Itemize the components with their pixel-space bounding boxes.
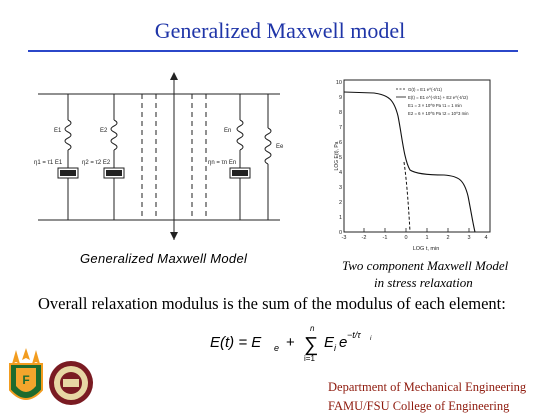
y-tick: 5: [339, 155, 342, 161]
x-tick: -3: [342, 235, 347, 241]
dashpot-label-2: η2 = τ2 E2: [82, 160, 111, 166]
y-axis-label: LOG E(t), Pa: [334, 141, 340, 170]
x-axis-label: LOG t, min: [413, 246, 440, 252]
y-tick: 4: [339, 170, 342, 176]
single-component-curve: [403, 161, 411, 233]
equation-plus: +: [286, 334, 295, 351]
fsu-seal-icon: [49, 361, 93, 405]
y-tick: 9: [339, 95, 342, 101]
stress-relaxation-plot: -3 -2 -1 0 1 2 3 4 LOG t, min 10 9 8 7 6…: [334, 79, 491, 252]
dashpot-label-1: η1 = τ1 E1: [34, 160, 63, 166]
x-tick: 0: [404, 235, 407, 241]
x-tick: -2: [362, 235, 367, 241]
y-tick: 2: [339, 200, 342, 206]
department-name: Department of Mechanical Engineering: [328, 380, 527, 394]
left-figure-caption: Generalized Maxwell Model: [80, 251, 248, 266]
y-tick: 10: [336, 80, 342, 86]
right-figure-caption-line2: in stress relaxation: [374, 275, 473, 290]
x-tick: 4: [484, 235, 487, 241]
spring-label-e1: E1: [54, 128, 62, 134]
equation-term: E: [324, 334, 335, 351]
relaxation-statement: Overall relaxation modulus is the sum of…: [38, 294, 506, 313]
y-tick: 3: [339, 185, 342, 191]
equation-term-subscript: i: [334, 343, 337, 353]
equation-exponent-subscript: i: [370, 335, 372, 342]
spring-label-ee: Ee: [276, 144, 284, 150]
y-tick: 0: [339, 230, 342, 236]
generalized-maxwell-circuit: E1 E2 En Ee η1 = τ1 E1 η2 = τ2 E2 ηn = τ…: [34, 72, 284, 240]
sum-lower-limit: i=1: [304, 354, 315, 363]
equation-exponent: −t/τ: [347, 330, 361, 340]
famu-logo-icon: F: [9, 348, 43, 400]
x-tick: 1: [425, 235, 428, 241]
y-tick: 6: [339, 140, 342, 146]
legend-item: E1 = 3 × 10^9 Pa τ1 = 1 min: [408, 103, 462, 108]
y-tick: 1: [339, 215, 342, 221]
spring-label-en: En: [224, 128, 231, 134]
dashpot-label-n: ηn = τn En: [208, 160, 236, 166]
equation-lhs-subscript: e: [274, 343, 279, 353]
y-tick: 7: [339, 125, 342, 131]
y-tick: 8: [339, 110, 342, 116]
equation-lhs: E(t) = E: [210, 334, 262, 351]
x-tick: 3: [467, 235, 470, 241]
relaxation-modulus-equation: E(t) = E e + ∑ n i=1 E i e −t/τ i: [210, 324, 372, 363]
summation-sign-icon: ∑: [304, 334, 318, 356]
title-underline: [28, 50, 518, 52]
legend-item: G(t) = E1 e^(-t/τ1): [408, 87, 442, 92]
two-component-curve: [343, 91, 476, 233]
college-name: FAMU/FSU College of Engineering: [328, 399, 510, 413]
legend-item: E2 = 6 × 10^5 Pa τ2 = 10^3 min: [408, 111, 469, 116]
equation-exp-base: e: [339, 334, 347, 351]
x-tick: -1: [383, 235, 388, 241]
legend-item: E(t) = E1 e^(-t/τ1) + E2 e^(-t/τ2): [408, 95, 469, 100]
x-tick: 2: [446, 235, 449, 241]
sum-upper-limit: n: [310, 324, 315, 333]
slide-title: Generalized Maxwell model: [154, 18, 406, 43]
svg-text:F: F: [22, 373, 29, 387]
right-figure-caption-line1: Two component Maxwell Model: [342, 258, 509, 273]
spring-label-e2: E2: [100, 128, 108, 134]
